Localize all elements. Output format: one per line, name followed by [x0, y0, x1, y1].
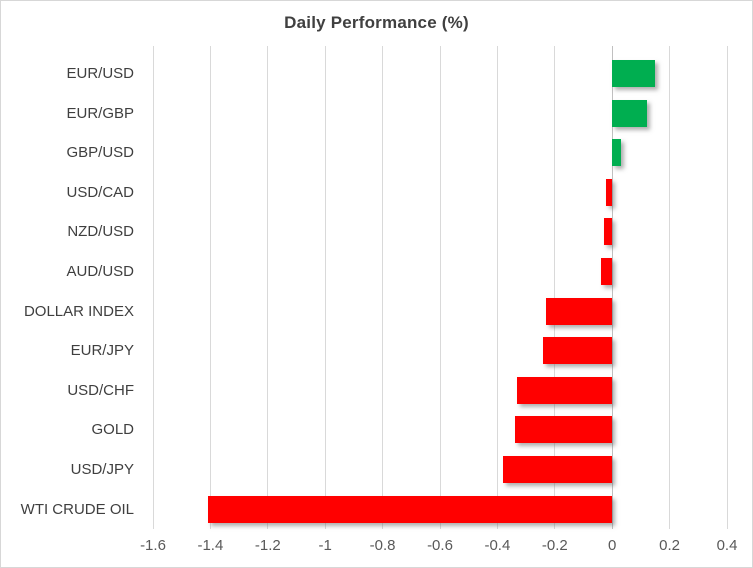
- gridline: [382, 46, 384, 529]
- category-label: AUD/USD: [66, 263, 134, 280]
- bar-eur-usd: [612, 60, 656, 87]
- category-label: WTI CRUDE OIL: [20, 500, 134, 518]
- bar-usd-chf: [517, 376, 613, 404]
- gridline: [496, 46, 498, 529]
- bar-nzd-usd: [603, 218, 613, 246]
- category-label: DOLLAR INDEX: [23, 302, 134, 320]
- bar-eur-gbp: [612, 99, 647, 127]
- gridline: [324, 46, 326, 529]
- x-tick-label: 0.2: [659, 537, 681, 554]
- gridline: [209, 46, 211, 529]
- bar-gold: [514, 416, 613, 444]
- x-tick-label: -1.2: [254, 537, 281, 554]
- gridline: [439, 46, 441, 529]
- x-tick-label: -1.4: [197, 537, 224, 554]
- x-tick-label: -0.4: [484, 537, 511, 554]
- x-tick-label: -1: [318, 537, 332, 554]
- category-label: USD/CHF: [67, 381, 134, 399]
- gridline: [554, 46, 556, 529]
- chart-title: Daily Performance (%): [284, 13, 469, 32]
- x-tick-label: -0.2: [541, 537, 568, 554]
- category-label: NZD/USD: [67, 223, 134, 241]
- gridline: [267, 46, 269, 529]
- x-tick-label: 0: [608, 537, 617, 554]
- zero-gridline: [611, 46, 613, 529]
- gridline: [152, 46, 154, 529]
- value-axis-labels: -1.6 -1.4 -1.2 -1 -0.8 -0.6 -0.4 -0.2 0 0.2 0.4: [140, 537, 737, 557]
- category-axis-labels: EUR/USD EUR/GBP GBP/USD USD/CAD NZD/USD AUD/U…: [1, 46, 142, 529]
- category-label: USD/JPY: [70, 461, 134, 478]
- bar-eur-jpy: [543, 337, 613, 365]
- category-label: GBP/USD: [66, 144, 134, 162]
- bar-usd-cad: [606, 178, 613, 206]
- bar-wti-crude-oil: [207, 495, 613, 523]
- bar-dollar-index: [546, 297, 613, 325]
- category-label: GOLD: [91, 421, 134, 439]
- category-label: EUR/USD: [66, 65, 134, 82]
- plot-area: [152, 46, 728, 529]
- category-label: USD/CAD: [66, 183, 134, 201]
- category-label: EUR/JPY: [70, 342, 134, 360]
- x-tick-label: -1.6: [140, 537, 166, 554]
- gridline: [669, 46, 671, 529]
- gridline: [726, 46, 728, 529]
- bar-usd-jpy: [503, 456, 613, 483]
- category-label: EUR/GBP: [66, 104, 134, 122]
- x-tick-label: -0.8: [369, 537, 396, 554]
- bar-gbp-usd: [612, 139, 621, 167]
- x-tick-label: 0.4: [716, 537, 738, 554]
- x-tick-label: -0.6: [427, 537, 453, 554]
- bar-aud-usd: [600, 258, 613, 285]
